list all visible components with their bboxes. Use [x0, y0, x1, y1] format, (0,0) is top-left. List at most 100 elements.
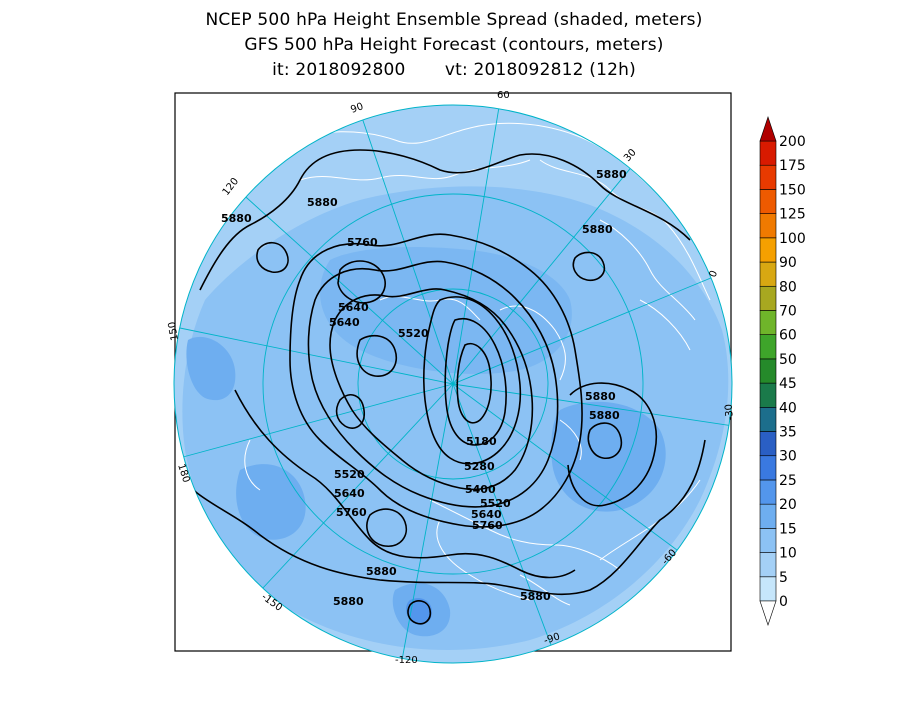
contour-label: 5760 — [347, 236, 378, 249]
contour-5400 — [423, 296, 522, 465]
colorbar-box — [759, 503, 777, 529]
contour-labels: 5880 5880 5880 5880 5760 5640 5640 5520 … — [221, 168, 627, 608]
colorbar-label: 60 — [779, 328, 797, 344]
contour-label: 5520 — [398, 327, 429, 340]
meridian — [174, 326, 454, 385]
contour-label: 5880 — [366, 565, 397, 578]
meridian — [452, 152, 644, 385]
colorbar-box — [759, 407, 777, 432]
contour-5880 — [174, 439, 706, 596]
colorbar-box — [759, 140, 777, 166]
title-block: NCEP 500 hPa Height Ensemble Spread (sha… — [0, 8, 908, 83]
contour-5640 — [307, 260, 559, 508]
spread-shading — [182, 186, 729, 650]
coastline — [436, 519, 531, 601]
colorbar-label: 35 — [779, 425, 797, 441]
colorbar-label: 50 — [779, 352, 797, 368]
graticule — [174, 105, 732, 661]
title-line-1: NCEP 500 hPa Height Ensemble Spread (sha… — [205, 10, 703, 30]
contour-closed-low — [407, 600, 432, 625]
meridian — [452, 272, 724, 385]
contour-label: 5880 — [596, 168, 627, 181]
meridian — [182, 383, 454, 458]
contour-label: 5520 — [480, 497, 511, 510]
contour-5880 — [234, 389, 576, 579]
colorbar-box — [759, 261, 777, 287]
lon-label: 60 — [497, 90, 510, 101]
lon-label: 90 — [349, 101, 365, 116]
title-line-2: GFS 500 hPa Height Forecast (contours, m… — [244, 35, 664, 55]
colorbar-arrow-top — [759, 116, 777, 142]
colorbar-label: 90 — [779, 255, 797, 271]
contour-label: 5640 — [329, 316, 360, 329]
lon-label: -90 — [543, 631, 562, 647]
lon-label: -30 — [724, 403, 736, 420]
colorbar-label: 125 — [779, 207, 806, 223]
contour-label: 5880 — [221, 212, 252, 225]
contour-closed-low — [335, 394, 365, 429]
colorbar-label: 40 — [779, 400, 797, 416]
colorbar-box — [759, 552, 777, 578]
meridian — [452, 383, 552, 646]
colorbar-box — [759, 479, 777, 505]
coastline — [429, 499, 621, 571]
meridian — [236, 188, 454, 385]
coastline — [299, 159, 531, 181]
longitude-labels: 60 30 0 -30 -60 -90 -120 -150 180 150 12… — [167, 90, 736, 666]
contour-label: 5760 — [472, 519, 503, 532]
title-line-3: it: 2018092800 vt: 2018092812 (12h) — [0, 58, 908, 83]
colorbar-box — [759, 310, 777, 335]
contour-closed-low — [366, 508, 407, 547]
colorbar-label: 5 — [779, 570, 788, 586]
contour-label: 5640 — [471, 508, 502, 521]
colorbar-box — [759, 285, 777, 311]
coastline — [559, 419, 582, 461]
meridian — [261, 383, 454, 590]
contour-closed-low — [337, 260, 386, 304]
colorbar-label: 200 — [779, 134, 806, 150]
contour-closed-low — [587, 422, 622, 460]
spread-band-15 — [236, 464, 306, 540]
colorbar-box — [759, 455, 777, 481]
contour-closed-low — [356, 334, 397, 377]
coastline — [599, 219, 696, 321]
coastline — [639, 299, 691, 351]
colorbar-box — [759, 528, 777, 553]
meridian — [401, 383, 454, 661]
contour-5180 — [456, 343, 492, 424]
colorbar-label: 70 — [779, 303, 797, 319]
init-time-label: it: 2018092800 — [272, 60, 406, 80]
contour-label: 5640 — [338, 301, 369, 314]
colorbar-label: 15 — [779, 521, 797, 537]
lon-label: 150 — [167, 321, 181, 342]
height-contours — [174, 149, 706, 625]
contour-5880 — [567, 382, 657, 507]
valid-time-label: vt: 2018092812 (12h) — [444, 60, 636, 80]
contour-label: 5880 — [582, 223, 613, 236]
colorbar-label: 0 — [779, 594, 788, 610]
coastline — [244, 439, 261, 491]
lon-label: -120 — [395, 655, 418, 666]
contour-closed-low — [572, 251, 605, 282]
lon-label: 0 — [708, 269, 721, 279]
contour-label: 5280 — [464, 460, 495, 473]
contour-5760 — [289, 233, 583, 528]
colorbar-label: 25 — [779, 473, 797, 489]
colorbar-box — [759, 576, 777, 602]
contour-label: 5760 — [336, 506, 367, 519]
contour-label: 5880 — [585, 390, 616, 403]
contour-label: 5880 — [589, 409, 620, 422]
spread-band-15 — [186, 336, 236, 401]
spread-band-10 — [320, 247, 572, 374]
colorbar-label: 80 — [779, 279, 797, 295]
contour-label: 5880 — [520, 590, 551, 603]
coastline — [519, 574, 571, 606]
colorbar-box — [759, 189, 777, 214]
contour-label: 5520 — [334, 468, 365, 481]
contour-label: 5400 — [465, 483, 496, 496]
colorbar-label: 20 — [779, 497, 797, 513]
colorbar-label: 45 — [779, 376, 797, 392]
contour-label: 5880 — [307, 196, 338, 209]
meridian — [452, 383, 682, 554]
